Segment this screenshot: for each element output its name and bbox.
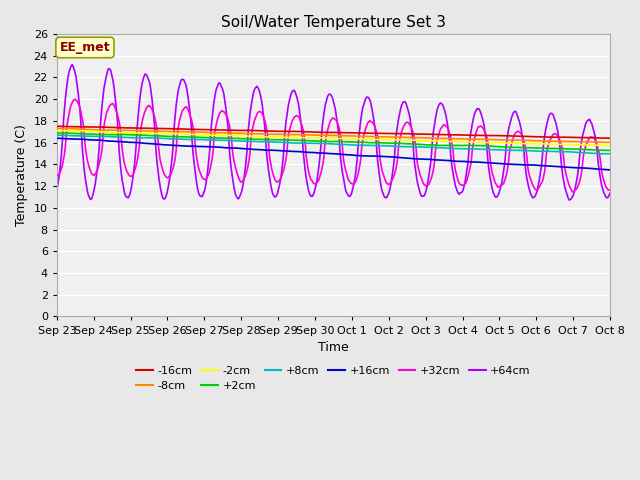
Title: Soil/Water Temperature Set 3: Soil/Water Temperature Set 3 xyxy=(221,15,446,30)
Text: EE_met: EE_met xyxy=(60,41,110,54)
Legend: -16cm, -8cm, -2cm, +2cm, +8cm, +16cm, +32cm, +64cm: -16cm, -8cm, -2cm, +2cm, +8cm, +16cm, +3… xyxy=(132,361,535,396)
Y-axis label: Temperature (C): Temperature (C) xyxy=(15,124,28,226)
X-axis label: Time: Time xyxy=(318,341,349,354)
